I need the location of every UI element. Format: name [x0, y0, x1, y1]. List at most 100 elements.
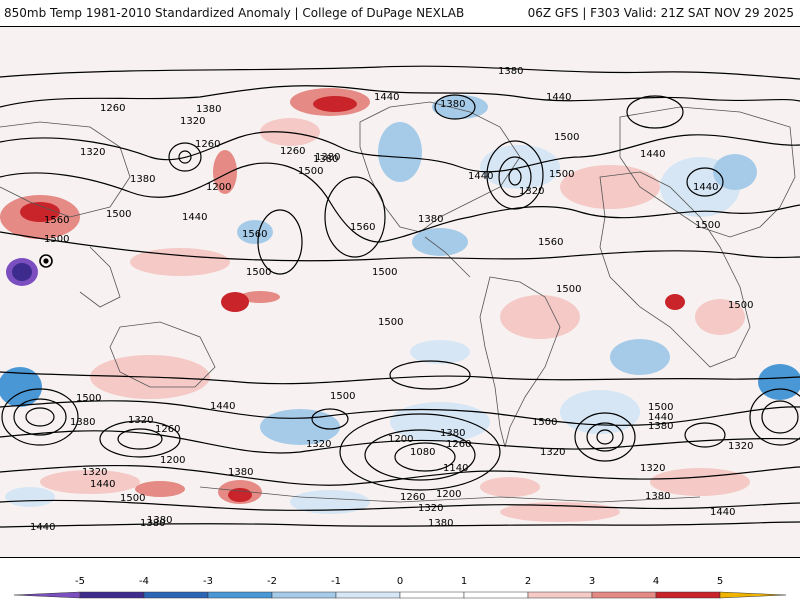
contour-label: 1560	[44, 215, 69, 226]
contour-label: 1440	[374, 92, 399, 103]
contour-label: 1500	[556, 284, 581, 295]
contour-label: 1380	[648, 421, 673, 432]
contour-label: 1320	[180, 116, 205, 127]
contour-label: 1380	[313, 154, 338, 165]
colorbar-tick-label: 4	[653, 576, 659, 587]
contour-label: 1380	[428, 518, 453, 529]
contour-label: 1320	[640, 463, 665, 474]
contour-label: 1380	[645, 491, 670, 502]
contour-label: 1500	[549, 169, 574, 180]
contour-label: 1380	[418, 214, 443, 225]
contour-label: 1500	[728, 300, 753, 311]
contour-label: 1440	[90, 479, 115, 490]
colorbar-ticks: -5 -4 -3 -2 -1 0 1 2 3 4 5	[75, 576, 723, 587]
contour-label: 1200	[388, 434, 413, 445]
contour-label: 1380	[147, 515, 172, 526]
colorbar-tick-label: 5	[717, 576, 723, 587]
contour-label: 1440	[210, 401, 235, 412]
colorbar-swatch	[655, 591, 721, 599]
contour-label: 1260	[155, 424, 180, 435]
contour-label: 1380	[440, 99, 465, 110]
colorbar-tick-label: 2	[525, 576, 531, 587]
colorbar-swatch	[463, 591, 529, 599]
contour-label: 1500	[378, 317, 403, 328]
colorbar-min-extend	[13, 591, 81, 599]
contour-label: 1500	[330, 391, 355, 402]
contour-label: 1260	[100, 103, 125, 114]
contour-label: 1320	[82, 467, 107, 478]
contour-label: 1440	[693, 182, 718, 193]
map-background	[0, 27, 800, 557]
contour-label: 1320	[519, 186, 544, 197]
contour-label: 1440	[182, 212, 207, 223]
contour-label: 1200	[160, 455, 185, 466]
contour-label: 1260	[195, 139, 220, 150]
colorbar-tick-label: -5	[75, 576, 85, 587]
contour-label: 1320	[418, 503, 443, 514]
contour-label: 1380	[440, 428, 465, 439]
contour-label: 1200	[206, 182, 231, 193]
contour-label: 1500	[44, 234, 69, 245]
map-title: 850mb Temp 1981-2010 Standardized Anomal…	[4, 6, 465, 20]
contour-label: 1440	[30, 522, 55, 533]
colorbar: -5 -4 -3 -2 -1 0 1 2 3 4 5	[13, 576, 787, 599]
contour-label: 1560	[242, 229, 267, 240]
contour-label: 1500	[532, 417, 557, 428]
colorbar-swatch	[591, 591, 657, 599]
contour-label: 1320	[128, 415, 153, 426]
colorbar-swatch	[79, 591, 145, 599]
contour-label: 1380	[228, 467, 253, 478]
contour-label: 1500	[554, 132, 579, 143]
contour-label: 1440	[546, 92, 571, 103]
contour-label: 1320	[80, 147, 105, 158]
contour-label: 1260	[400, 492, 425, 503]
contour-label: 1440	[648, 412, 673, 423]
contour-label: 1500	[648, 402, 673, 413]
anomaly-map: 1380 1260 1380 1320 1260 1260 1380 1320 …	[0, 27, 800, 557]
colorbar-swatches	[13, 591, 787, 599]
contour-label: 1440	[640, 149, 665, 160]
contour-label: 1500	[106, 209, 131, 220]
contour-labels: 1380 1260 1380 1320 1260 1260 1380 1320 …	[30, 66, 753, 533]
contour-label: 1560	[538, 237, 563, 248]
contour-label: 1320	[306, 439, 331, 450]
contour-label: 1080	[410, 447, 435, 458]
valid-time: 06Z GFS | F303 Valid: 21Z SAT NOV 29 202…	[527, 6, 794, 20]
map-panel: 1380 1260 1380 1320 1260 1260 1380 1320 …	[0, 26, 800, 558]
colorbar-max-extend	[719, 591, 787, 599]
contour-label: 1500	[695, 220, 720, 231]
contour-label: 1500	[76, 393, 101, 404]
colorbar-swatch	[335, 591, 401, 599]
contour-label: 1140	[443, 463, 468, 474]
contour-label: 1440	[468, 171, 493, 182]
colorbar-swatch	[143, 591, 209, 599]
colorbar-tick-label: 1	[461, 576, 467, 587]
contour-label: 1200	[436, 489, 461, 500]
contour-label: 1260	[280, 146, 305, 157]
colorbar-swatch	[207, 591, 273, 599]
colorbar-tick-label: -1	[331, 576, 341, 587]
contour-label: 1320	[728, 441, 753, 452]
colorbar-swatch	[271, 591, 337, 599]
contour-label: 1380	[70, 417, 95, 428]
contour-label: 1500	[120, 493, 145, 504]
contour-label: 1500	[372, 267, 397, 278]
colorbar-tick-label: -2	[267, 576, 277, 587]
contour-label: 1380	[196, 104, 221, 115]
contour-label: 1500	[246, 267, 271, 278]
colorbar-swatch	[399, 591, 465, 599]
contour-label: 1260	[446, 439, 471, 450]
colorbar-tick-label: -3	[203, 576, 213, 587]
colorbar-tick-label: 3	[589, 576, 595, 587]
colorbar-tick-label: -4	[139, 576, 149, 587]
contour-label: 1380	[140, 518, 165, 529]
contour-label: 1380	[315, 152, 340, 163]
contour-label: 1320	[540, 447, 565, 458]
contour-label: 1500	[298, 166, 323, 177]
contour-label: 1440	[710, 507, 735, 518]
colorbar-tick-label: 0	[397, 576, 403, 587]
contour-label: 1380	[130, 174, 155, 185]
contour-label: 1380	[498, 66, 523, 77]
height-contours	[0, 65, 800, 528]
colorbar-swatch	[527, 591, 593, 599]
